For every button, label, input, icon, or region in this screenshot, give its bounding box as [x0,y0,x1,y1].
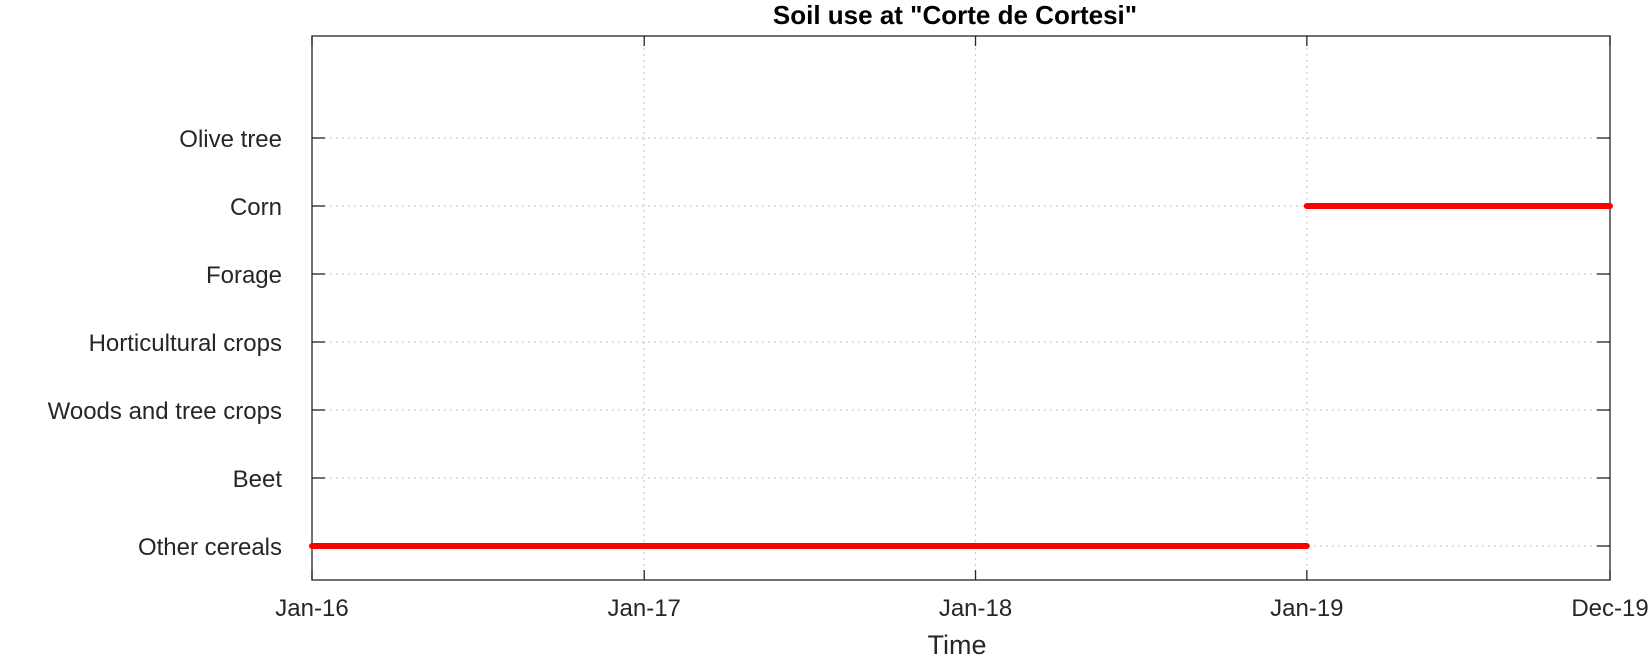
tick-labels: Jan-16 Jan-17 Jan-18 Jan-19 Dec-19 Other cere… [48,126,1649,622]
x-tick-label: Jan-19 [1270,595,1343,622]
x-tick-label: Jan-16 [275,595,348,622]
x-tick-label: Dec-19 [1571,595,1648,622]
x-tick-label: Jan-18 [939,595,1012,622]
plot-frame [311,35,1611,581]
y-tick-label: Woods and tree crops [48,398,282,425]
y-tick-label: Corn [230,194,282,221]
y-tick-label: Olive tree [179,126,282,153]
x-axis-label: Time [928,630,987,657]
y-tick-label: Horticultural crops [89,330,282,357]
data-layer [309,203,1613,549]
tick-marks [311,36,1611,580]
y-tick-label: Forage [206,262,282,289]
y-tick-label: Beet [233,466,283,493]
x-tick-label: Jan-17 [608,595,681,622]
y-tick-label: Other cereals [138,534,282,561]
chart-title: Soil use at "Corte de Cortesi" [773,0,1137,30]
grid-layer [312,36,1610,580]
